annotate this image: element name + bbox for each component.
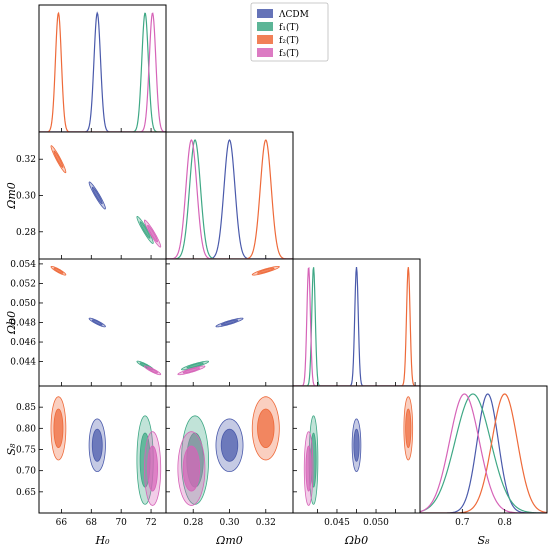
- marginal-curve-Om-series-1: [166, 139, 293, 259]
- contour-68-H0-Om-series-1: [139, 221, 151, 239]
- x-tick-label: 0.32: [256, 518, 276, 528]
- x-axis-title-Om: Ωm0: [215, 534, 243, 547]
- y-tick-label: 0.046: [10, 338, 36, 348]
- marginal-curve-Om-series-2: [166, 139, 293, 259]
- y-tick-label: 0.32: [16, 155, 36, 165]
- y-tick-label: 0.052: [10, 279, 36, 289]
- y-axis-title-S8: S₈: [5, 443, 18, 456]
- legend-swatch-2: [257, 35, 273, 44]
- y-tick-label: 0.050: [10, 299, 36, 309]
- legend-label-3: f₃(T): [279, 48, 299, 59]
- panel-frame: [38, 131, 167, 260]
- x-tick-label: 0.28: [183, 518, 203, 528]
- contour-68-H0-Ob-series-0: [91, 319, 103, 326]
- x-tick-label: 0.050: [363, 518, 389, 528]
- y-tick-label: 0.048: [10, 319, 36, 329]
- x-axis-title-S8: S₈: [478, 534, 491, 547]
- marginal-curve-H0-series-3: [39, 12, 166, 132]
- contour-68-Ob-S8-series-0: [353, 428, 360, 462]
- marginal-curve-Om-series-3: [166, 139, 293, 259]
- contour-68-Om-Ob-series-1: [186, 362, 204, 369]
- contour-68-H0-Ob-series-2: [53, 267, 64, 274]
- y-tick-label: 0.28: [16, 228, 36, 238]
- marginal-curve-Ob-series-0: [293, 266, 420, 386]
- y-tick-label: 0.80: [16, 424, 36, 434]
- x-axis-title-H0: H₀: [94, 534, 110, 547]
- panel-Ob-H0: [50, 265, 162, 376]
- panel-S8-H0: [50, 396, 162, 506]
- y-tick-label: 0.044: [10, 358, 36, 368]
- y-tick-label: 0.054: [10, 260, 36, 270]
- marginal-curve-Om-series-0: [166, 139, 293, 259]
- y-axis-title-Ob: Ωb0: [5, 311, 18, 335]
- y-tick-label: 0.85: [16, 403, 36, 413]
- panel-Om-H0: [50, 145, 162, 248]
- x-axis-title-Ob: Ωb0: [344, 534, 368, 547]
- panel-S8-Ob: [303, 396, 414, 506]
- y-axis-title-Om: Ωm0: [5, 182, 18, 210]
- x-tick-label: 0.8: [498, 518, 513, 528]
- marginal-curve-Ob-series-1: [293, 267, 420, 386]
- x-tick-label: 0.30: [219, 518, 239, 528]
- contour-68-Om-Ob-series-0: [220, 319, 239, 326]
- contour-68-H0-Om-series-2: [53, 150, 64, 168]
- y-tick-label: 0.75: [16, 446, 36, 456]
- marginal-curve-H0-series-2: [39, 11, 166, 132]
- legend-label-0: ΛCDM: [278, 10, 309, 20]
- x-tick-label: 70: [115, 518, 127, 528]
- contour-68-Ob-S8-series-2: [405, 408, 412, 449]
- legend-label-2: f₂(T): [279, 35, 299, 46]
- panel-Om-Om: [166, 139, 293, 259]
- marginal-curve-H0-series-1: [39, 12, 166, 132]
- contour-68-H0-S8-series-3: [147, 445, 158, 492]
- legend-swatch-1: [257, 22, 273, 31]
- contour-68-Om-S8-series-3: [182, 445, 201, 492]
- panel-Ob-Om: [177, 265, 280, 376]
- plot-layer: 0.28 0.30 0.32 0.044 0.046 0.048 0.050 0.052 0.0…: [5, 4, 548, 547]
- y-tick-label: 0.70: [16, 467, 36, 477]
- x-tick-label: 66: [56, 518, 68, 528]
- marginal-curve-S8-series-1: [420, 393, 547, 513]
- contour-68-Om-Ob-series-3: [182, 367, 201, 374]
- y-tick-label: 0.30: [16, 192, 36, 202]
- legend-swatch-3: [257, 48, 273, 57]
- marginal-curve-S8-series-2: [420, 393, 547, 513]
- marginal-curve-H0-series-0: [39, 11, 166, 132]
- contour-68-Om-S8-series-2: [257, 408, 275, 449]
- y-tick-label: 0.65: [16, 488, 36, 498]
- x-tick-label: 68: [86, 518, 98, 528]
- contour-68-Om-S8-series-0: [220, 428, 239, 462]
- contour-68-H0-Ob-series-3: [147, 367, 158, 374]
- panel-frame: [419, 385, 548, 514]
- x-tick-label: 0.7: [455, 518, 470, 528]
- contour-68-H0-S8-series-2: [53, 408, 64, 449]
- panel-Ob-Ob: [293, 266, 420, 386]
- contour-68-Ob-S8-series-3: [305, 445, 312, 492]
- marginal-curve-Ob-series-3: [293, 266, 420, 386]
- contour-68-H0-Om-series-0: [91, 186, 103, 205]
- contour-68-H0-S8-series-0: [91, 428, 103, 462]
- contour-68-H0-Om-series-3: [147, 224, 158, 243]
- legend-swatch-0: [257, 9, 273, 18]
- x-tick-label: 72: [145, 518, 156, 528]
- contour-68-Om-Ob-series-2: [257, 267, 275, 274]
- panel-H0-H0: [39, 11, 166, 132]
- panel-S8-S8: [420, 393, 547, 513]
- panel-S8-Om: [177, 396, 280, 506]
- legend: ΛCDM f₁(T) f₂(T) f₃(T): [250, 2, 329, 62]
- legend-label-1: f₁(T): [279, 22, 299, 33]
- x-tick-label: 0.045: [324, 518, 350, 528]
